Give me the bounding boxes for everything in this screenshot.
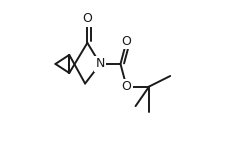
Text: O: O [82, 12, 92, 25]
Text: O: O [122, 35, 132, 48]
Text: N: N [95, 57, 105, 70]
Text: O: O [122, 80, 132, 93]
